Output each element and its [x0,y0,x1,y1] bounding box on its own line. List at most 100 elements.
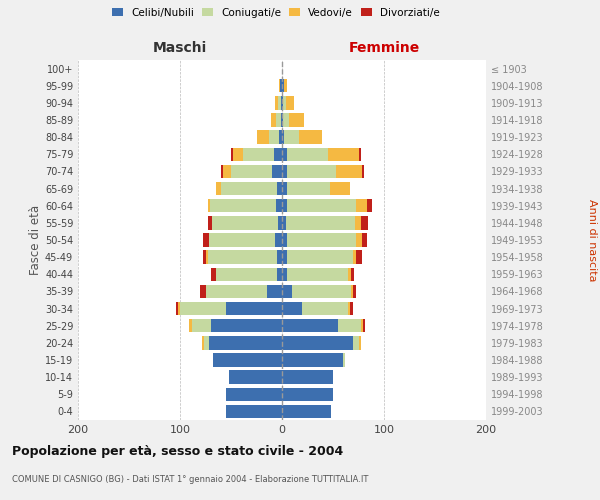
Bar [343,354,345,366]
Bar [289,114,304,126]
Bar [362,164,364,178]
Bar [287,250,353,264]
Bar [276,199,282,212]
Bar [280,79,282,92]
Bar [278,96,281,110]
Bar [281,114,282,126]
Bar [282,388,333,401]
Bar [352,284,353,298]
Bar [279,130,282,144]
Bar [361,319,362,332]
Bar [243,148,274,161]
Bar [282,164,287,178]
Legend: Celibi/Nubili, Coniugati/e, Vedovi/e, Divorziati/e: Celibi/Nubili, Coniugati/e, Vedovi/e, Di… [112,8,440,18]
Bar [282,354,343,366]
Bar [349,268,352,281]
Bar [282,216,286,230]
Bar [176,302,178,316]
Bar [282,284,292,298]
Bar [282,302,302,316]
Bar [356,250,362,264]
Bar [282,96,283,110]
Bar [359,148,361,161]
Bar [287,182,330,196]
Bar [361,216,368,230]
Bar [274,148,282,161]
Bar [208,199,209,212]
Bar [330,182,350,196]
Bar [211,268,216,281]
Bar [283,114,289,126]
Bar [287,164,336,178]
Bar [226,302,282,316]
Bar [269,130,279,144]
Bar [231,164,272,178]
Bar [362,319,365,332]
Bar [284,79,287,92]
Bar [282,79,284,92]
Bar [287,268,349,281]
Bar [277,268,282,281]
Bar [212,354,282,366]
Bar [283,96,286,110]
Bar [292,284,352,298]
Bar [189,319,192,332]
Y-axis label: Fasce di età: Fasce di età [29,205,42,275]
Bar [349,302,350,316]
Bar [353,250,356,264]
Bar [356,199,367,212]
Bar [212,216,278,230]
Bar [284,130,299,144]
Bar [229,370,282,384]
Bar [356,234,362,246]
Bar [202,336,205,349]
Bar [287,148,328,161]
Bar [206,284,267,298]
Bar [209,199,276,212]
Bar [282,370,333,384]
Bar [359,336,361,349]
Text: Femmine: Femmine [349,41,419,55]
Bar [353,336,359,349]
Bar [275,96,278,110]
Bar [221,164,223,178]
Bar [281,96,282,110]
Bar [287,234,356,246]
Bar [208,250,277,264]
Bar [221,182,277,196]
Bar [282,268,287,281]
Bar [282,182,287,196]
Bar [267,284,282,298]
Bar [282,234,287,246]
Bar [216,182,221,196]
Bar [282,199,287,212]
Bar [277,182,282,196]
Bar [328,148,359,161]
Bar [257,130,269,144]
Bar [353,284,356,298]
Bar [272,164,282,178]
Bar [203,234,209,246]
Bar [352,268,355,281]
Bar [180,302,226,316]
Bar [231,148,233,161]
Bar [209,234,275,246]
Bar [350,302,353,316]
Bar [282,319,338,332]
Bar [302,302,349,316]
Bar [282,130,284,144]
Bar [233,148,243,161]
Bar [209,336,282,349]
Text: Popolazione per età, sesso e stato civile - 2004: Popolazione per età, sesso e stato civil… [12,445,343,458]
Bar [282,250,287,264]
Bar [205,336,209,349]
Bar [278,216,282,230]
Bar [223,164,231,178]
Bar [226,404,282,418]
Bar [286,216,355,230]
Bar [299,130,322,144]
Text: Maschi: Maschi [153,41,207,55]
Bar [277,250,282,264]
Text: Anni di nascita: Anni di nascita [587,198,597,281]
Bar [367,199,372,212]
